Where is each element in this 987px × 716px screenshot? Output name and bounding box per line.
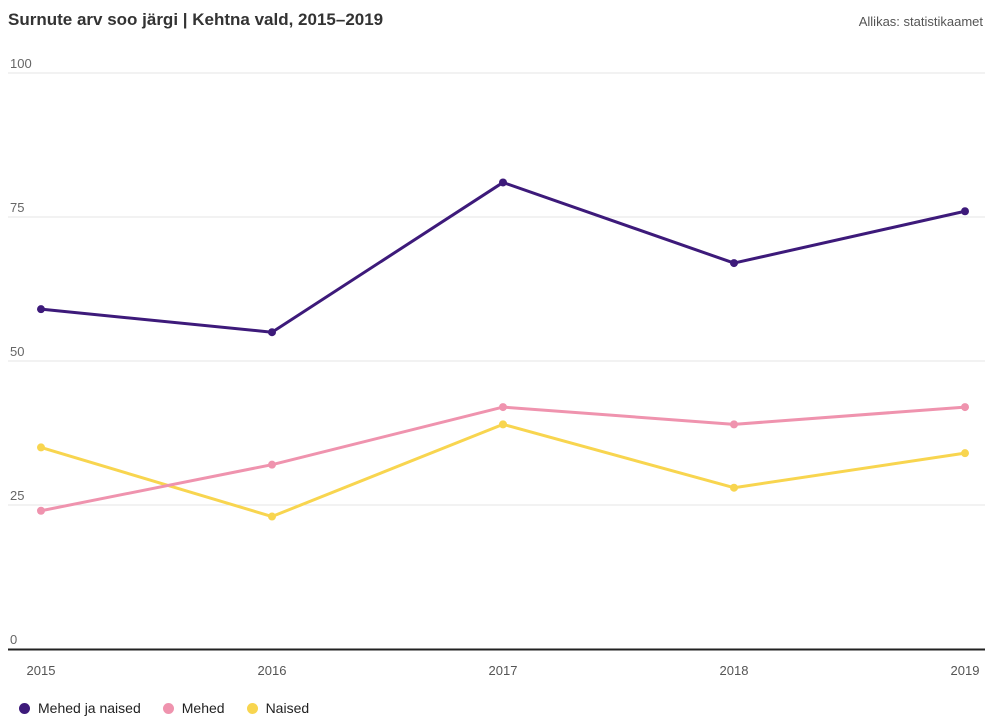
data-point (730, 259, 738, 268)
line-chart: 0 25 50 75 100 2015 2016 2017 2018 2019 (8, 56, 985, 678)
data-point (37, 443, 45, 452)
legend-swatch (246, 702, 258, 714)
data-point (730, 483, 738, 492)
y-tick-label: 0 (10, 632, 17, 647)
legend-item: Mehed ja naised (19, 700, 141, 716)
x-tick-label: 2017 (489, 663, 518, 678)
y-tick-label: 25 (10, 488, 24, 503)
legend-label: Mehed (181, 700, 225, 716)
legend-swatch (19, 702, 30, 714)
chart-title: Surnute arv soo järgi | Kehtna vald, 201… (8, 10, 384, 29)
legend-item: Naised (246, 700, 310, 716)
data-point (499, 403, 507, 412)
data-point (268, 460, 276, 469)
data-point (499, 420, 507, 429)
chart-legend: Mehed ja naised Mehed Naised (19, 700, 309, 716)
data-point (961, 449, 969, 458)
x-tick-label: 2016 (258, 663, 287, 678)
data-point (268, 512, 276, 521)
data-point (961, 207, 969, 216)
legend-item: Mehed (162, 700, 225, 716)
data-point (268, 328, 276, 337)
y-tick-label: 50 (10, 344, 24, 359)
data-point (37, 506, 45, 515)
legend-label: Naised (265, 700, 310, 716)
x-tick-label: 2018 (720, 663, 749, 678)
x-tick-label: 2015 (27, 663, 56, 678)
y-tick-label: 100 (10, 56, 32, 71)
data-point (37, 305, 45, 314)
data-point (961, 403, 969, 412)
series-line (39, 180, 967, 334)
y-tick-label: 75 (10, 200, 24, 215)
legend-label: Mehed ja naised (38, 700, 141, 716)
data-point (499, 178, 507, 187)
chart-header: Surnute arv soo järgi | Kehtna vald, 201… (8, 10, 983, 34)
source-note: Allikas: statistikaamet (858, 14, 983, 29)
series-line (39, 422, 967, 519)
x-tick-label: 2019 (951, 663, 980, 678)
legend-swatch (162, 702, 174, 714)
data-point (730, 420, 738, 429)
